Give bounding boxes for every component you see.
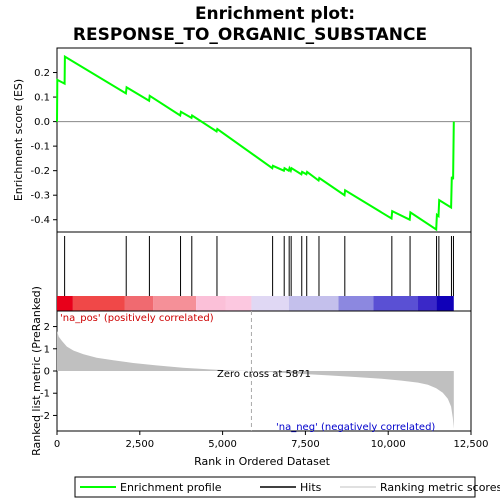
ranking-color-band-segment <box>288 296 339 311</box>
x-tick-label: 5,000 <box>208 439 237 450</box>
legend-label: Enrichment profile <box>120 481 222 494</box>
ranking-color-band-segment <box>124 296 154 311</box>
ranking-color-band-segment <box>338 296 374 311</box>
x-tick-label: 7,500 <box>291 439 320 450</box>
es-ytick-label: -0.2 <box>30 166 50 177</box>
ranking-color-band-segment <box>57 296 73 311</box>
ranking-color-band-segment <box>418 296 437 311</box>
legend-label: Hits <box>300 481 322 494</box>
pos-correlated-label: 'na_pos' (positively correlated) <box>60 313 214 324</box>
zero-cross-label: Zero cross at 5871 <box>217 369 311 380</box>
es-ytick-label: -0.4 <box>30 215 50 226</box>
metric-ytick-label: -1 <box>40 389 50 400</box>
x-tick-label: 12,500 <box>454 439 489 450</box>
ranking-color-band-segment <box>72 296 125 311</box>
ranking-color-band-segment <box>251 296 289 311</box>
neg-correlated-label: 'na_neg' (negatively correlated) <box>276 422 435 433</box>
metric-ytick-label: 1 <box>44 344 50 355</box>
ranking-color-band-segment <box>196 296 226 311</box>
ranking-color-band-segment <box>225 296 252 311</box>
es-panel-frame <box>56 47 472 233</box>
enrichment-profile-line <box>56 54 455 232</box>
x-tick-label: 0 <box>54 439 60 450</box>
chart-title-line2: RESPONSE_TO_ORGANIC_SUBSTANCE <box>73 25 427 45</box>
es-ytick-label: -0.1 <box>30 142 50 153</box>
metric-ytick-label: 0 <box>44 367 50 378</box>
metric-ytick-label: -2 <box>40 411 50 422</box>
x-axis-label: Rank in Ordered Dataset <box>194 455 331 468</box>
metric-axis-label: Ranked list metric (PreRanked) <box>30 286 43 456</box>
ranking-color-band-segment <box>153 296 197 311</box>
es-ytick-label: 0.1 <box>34 93 50 104</box>
es-ytick-label: 0.0 <box>34 117 50 128</box>
chart-title-line1: Enrichment plot: <box>195 4 355 24</box>
legend-label: Ranking metric scores <box>380 481 500 494</box>
es-ytick-label: 0.2 <box>34 68 50 79</box>
metric-ytick-label: 2 <box>44 322 50 333</box>
ranking-color-band-segment <box>436 296 454 311</box>
x-tick-label: 10,000 <box>371 439 406 450</box>
x-tick-label: 2,500 <box>125 439 154 450</box>
es-axis-label: Enrichment score (ES) <box>12 79 25 201</box>
ranking-color-band-segment <box>373 296 419 311</box>
es-ytick-label: -0.3 <box>30 191 50 202</box>
